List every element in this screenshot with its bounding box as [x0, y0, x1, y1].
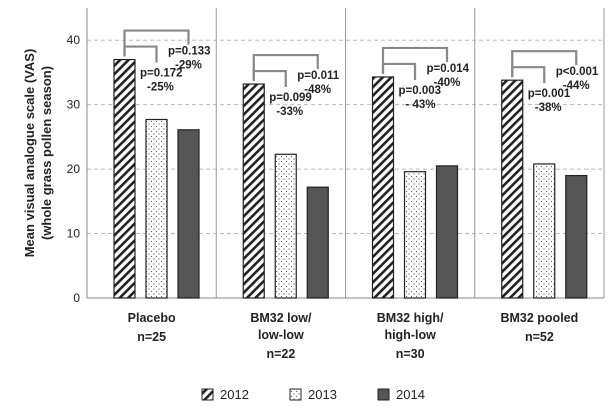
annotation-line: p=0.011 — [297, 70, 339, 82]
annotation-line: - 43% — [406, 99, 436, 111]
bar-2013-3 — [533, 163, 556, 299]
p-value-annotation: p=0.003 - 43% — [399, 85, 442, 111]
bar-2012-3 — [501, 79, 524, 299]
p-value-annotation: p<0.001 -44% — [556, 66, 599, 92]
y-axis-label: Mean visual analogue scale (VAS) (whole g… — [22, 49, 54, 258]
annotation-line: -33% — [276, 106, 303, 118]
category-label: high-low — [384, 328, 436, 342]
comparison-bracket — [381, 46, 449, 74]
category-n-label: n=22 — [266, 347, 295, 361]
p-value-annotation: p=0.099 -33% — [269, 92, 312, 118]
y-tick-label: 10 — [67, 227, 81, 241]
y-tick-label: 20 — [67, 162, 81, 176]
y-axis-label-line: (whole grass pollen season) — [39, 66, 54, 240]
bar-2014-1 — [306, 186, 329, 299]
annotation-line: p<0.001 — [556, 66, 599, 78]
annotation-line: -38% — [535, 102, 562, 114]
legend-swatch-2012 — [201, 388, 214, 401]
comparison-bracket — [511, 50, 578, 78]
annotation-line: -29% — [175, 60, 202, 72]
p-value-annotation: p=0.011 -48% — [297, 70, 339, 96]
labels: p=0.172 -25% p=0.133 -29% p=0.099 -33% p=0.011… — [128, 46, 599, 361]
p-value-annotation: p=0.001 -38% — [528, 88, 571, 114]
comparison-bracket — [252, 53, 319, 82]
bar-2012-2 — [371, 76, 395, 299]
bar-2014-3 — [565, 174, 588, 299]
annotation-line: p=0.172 — [140, 68, 183, 80]
bar-2014-2 — [435, 165, 459, 299]
annotation-line: -40% — [434, 77, 461, 89]
bar-2013-1 — [274, 153, 297, 299]
category-n-label: n=30 — [396, 347, 425, 361]
comparison-brackets — [123, 29, 578, 88]
annotation-line: p=0.001 — [528, 88, 571, 100]
y-axis-label-line: Mean visual analogue scale (VAS) — [22, 49, 37, 258]
axes: 0 10 20 30 40 Mean visual analogue scale (VAS… — [22, 8, 605, 305]
category-label: Placebo — [128, 311, 176, 325]
bar-2013-0 — [145, 118, 168, 299]
category-label: low-low — [258, 328, 304, 342]
bar-2014-0 — [177, 129, 200, 299]
y-tick-label: 40 — [67, 33, 81, 47]
annotation-line: p=0.014 — [427, 63, 470, 75]
p-value-annotation: p=0.014 -40% — [427, 63, 470, 89]
bar-2012-0 — [113, 58, 136, 299]
category-label: BM32 high/ — [377, 311, 444, 325]
annotation-line: -48% — [304, 84, 331, 96]
annotation-line: p=0.099 — [269, 92, 312, 104]
bar-2013-2 — [403, 171, 427, 299]
legend: 2012 2013 2014 — [201, 387, 425, 402]
bars — [113, 58, 588, 299]
legend-label: 2012 — [220, 387, 249, 402]
category-label: BM32 low/ — [250, 311, 312, 325]
legend-label: 2013 — [308, 387, 337, 402]
legend-swatch-2014 — [377, 388, 390, 401]
y-tick-label: 30 — [67, 98, 81, 112]
p-value-annotation: p=0.172 -25% — [140, 68, 183, 94]
p-value-annotation: p=0.133 -29% — [168, 46, 211, 72]
bar-2012-1 — [242, 83, 265, 299]
category-n-label: n=25 — [137, 330, 166, 344]
annotation-line: -25% — [147, 82, 174, 94]
y-tick-label: 0 — [73, 291, 80, 305]
category-label: BM32 pooled — [500, 311, 578, 325]
annotation-line: p=0.133 — [168, 46, 211, 58]
legend-swatch-2013 — [289, 388, 302, 401]
annotation-line: p=0.003 — [399, 85, 442, 97]
category-n-label: n=52 — [525, 330, 554, 344]
legend-label: 2014 — [396, 387, 425, 402]
annotation-line: -44% — [563, 80, 590, 92]
comparison-bracket — [123, 29, 190, 57]
